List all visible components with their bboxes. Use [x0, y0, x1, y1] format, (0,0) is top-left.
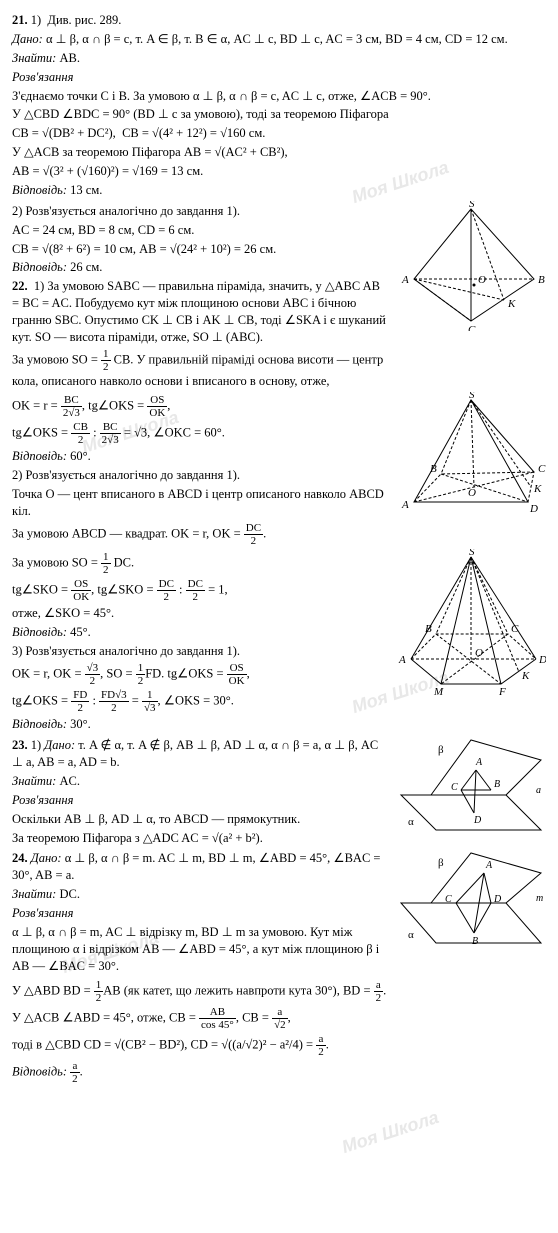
svg-text:F: F	[498, 686, 506, 698]
p23-line: За теоремою Піфагора з △ADC AC = √(a² + …	[12, 830, 388, 847]
p22-answer2: Відповідь: 45°.	[12, 624, 388, 641]
p21-part2: 2) Розв'язується аналогічно до завдання …	[12, 203, 388, 220]
p21-header: 21. 1) Див. рис. 289.	[12, 12, 546, 29]
p22-eq: tg∠OKS = CB2 : BC2√3 = √3, ∠OKC = 60°.	[12, 421, 388, 446]
p22-answer3: Відповідь: 30°.	[12, 716, 388, 733]
p23-header: 23. 1) Дано: т. A ∉ α, т. A ∉ β, AB ⊥ β,…	[12, 737, 388, 771]
svg-text:B: B	[430, 463, 437, 475]
svg-text:A: A	[485, 860, 493, 871]
svg-text:C: C	[538, 463, 546, 475]
svg-text:B: B	[472, 936, 478, 947]
watermark: Моя Школа	[339, 1105, 442, 1159]
p24-solution-label: Розв'язання	[12, 905, 388, 922]
svg-text:C: C	[445, 894, 452, 905]
p21-line: У △ACB за теоремою Піфагора AB = √(AC² +…	[12, 144, 546, 161]
p22-eq: OK = r = BC2√3, tg∠OKS = OSOK,	[12, 394, 388, 419]
p21-line: CB = √(8² + 6²) = 10 см, AB = √(24² + 10…	[12, 241, 388, 258]
svg-text:D: D	[529, 503, 538, 515]
p24-header: 24. Дано: α ⊥ β, α ∩ β = m. AC ⊥ m, BD ⊥…	[12, 850, 388, 884]
p21-given: Дано: α ⊥ β, α ∩ β = c, т. A ∈ β, т. B ∈…	[12, 31, 546, 48]
svg-text:A: A	[401, 274, 409, 286]
svg-text:B: B	[425, 623, 432, 635]
svg-text:S: S	[469, 549, 475, 558]
svg-text:A: A	[398, 654, 406, 666]
p21-line: У △CBD ∠BDC = 90° (BD ⊥ c за умовою), то…	[12, 106, 546, 123]
figure-pyramid-triangle: S A B C O K	[396, 201, 546, 331]
svg-text:α: α	[408, 816, 414, 828]
svg-text:A: A	[475, 757, 483, 768]
svg-text:S: S	[469, 201, 475, 210]
p22-eq: OK = r, OK = √32, SO = 12FD. tg∠OKS = OS…	[12, 662, 388, 687]
svg-text:α: α	[408, 929, 414, 941]
svg-text:O: O	[478, 274, 486, 286]
svg-text:M: M	[433, 686, 444, 698]
p21-line: CB = √(DB² + DC²), CB = √(4² + 12²) = √1…	[12, 125, 546, 142]
p24-line: У △ABD BD = 12AB (як катет, що лежить на…	[12, 979, 546, 1004]
p21-find: Знайти: AB.	[12, 50, 546, 67]
svg-text:A: A	[401, 499, 409, 511]
p22-eq: tg∠SKO = OSOK, tg∠SKO = DC2 : DC2 = 1,	[12, 578, 388, 603]
svg-text:D: D	[473, 815, 482, 826]
p22-part2: 2) Розв'язується аналогічно до завдання …	[12, 467, 388, 484]
figure-dihedral-1: A B C D a α β	[396, 735, 546, 845]
p22-line: За умовою SO = 12 DC.	[12, 551, 388, 576]
p22-answer1: Відповідь: 60°.	[12, 448, 388, 465]
svg-text:K: K	[507, 298, 516, 310]
svg-text:C: C	[451, 782, 458, 793]
svg-text:β: β	[438, 857, 444, 869]
p21-line: AB = √(3² + (√160)²) = √169 = 13 см.	[12, 163, 546, 180]
p24-find: Знайти: DC.	[12, 886, 388, 903]
p22-line: Точка O — цент вписаного в ABCD і центр …	[12, 486, 388, 520]
p21-answer1: Відповідь: 13 см.	[12, 182, 546, 199]
svg-text:B: B	[538, 274, 545, 286]
p23-find: Знайти: AC.	[12, 773, 388, 790]
figure-pyramid-hexagon: S A B C D M F O K	[396, 549, 546, 699]
figure-dihedral-2: A B C D m α β	[396, 848, 546, 958]
svg-text:B: B	[494, 779, 500, 790]
p24-line: α ⊥ β, α ∩ β = m, AC ⊥ відрізку m, BD ⊥ …	[12, 924, 388, 975]
svg-text:D: D	[493, 894, 502, 905]
svg-text:C: C	[468, 324, 476, 331]
svg-text:C: C	[511, 623, 519, 635]
svg-text:O: O	[475, 647, 483, 659]
svg-text:K: K	[521, 670, 530, 682]
page-content: 21. 1) Див. рис. 289. Дано: α ⊥ β, α ∩ β…	[12, 12, 546, 1085]
svg-text:D: D	[538, 654, 546, 666]
svg-text:β: β	[438, 744, 444, 756]
svg-text:K: K	[533, 483, 542, 495]
svg-text:a: a	[536, 785, 541, 796]
figure-pyramid-square: S A B C D O K	[396, 392, 546, 532]
p21-line: З'єднаємо точки C і B. За умовою α ⊥ β, …	[12, 88, 546, 105]
p22-line: отже, ∠SKO = 45°.	[12, 605, 388, 622]
p24-answer: Відповідь: a2.	[12, 1060, 546, 1085]
p21-solution-label: Розв'язання	[12, 69, 546, 86]
svg-text:m: m	[536, 893, 543, 904]
p21-line: AC = 24 см, BD = 8 см, CD = 6 см.	[12, 222, 388, 239]
p22-line: За умовою SO = 12 CB. У правильній пірам…	[12, 348, 388, 390]
svg-text:S: S	[469, 392, 475, 401]
p22-eq: tg∠OKS = FD2 : FD√32 = 1√3, ∠OKS = 30°.	[12, 689, 388, 714]
p23-solution-label: Розв'язання	[12, 792, 388, 809]
p22-part3: 3) Розв'язується аналогічно до завдання …	[12, 643, 388, 660]
svg-text:O: O	[468, 487, 476, 499]
p24-line: У △ACB ∠ABD = 45°, отже, CB = ABcos 45°,…	[12, 1006, 546, 1031]
p22-s1: 22. 1) За умовою SABC — правильна пірамі…	[12, 278, 388, 346]
p23-line: Оскільки AB ⊥ β, AD ⊥ α, то ABCD — прямо…	[12, 811, 388, 828]
p24-line: тоді в △CBD CD = √(CB² − BD²), CD = √((a…	[12, 1033, 546, 1058]
p22-line: За умовою ABCD — квадрат. OK = r, OK = D…	[12, 522, 388, 547]
p21-answer2: Відповідь: 26 см.	[12, 259, 388, 276]
